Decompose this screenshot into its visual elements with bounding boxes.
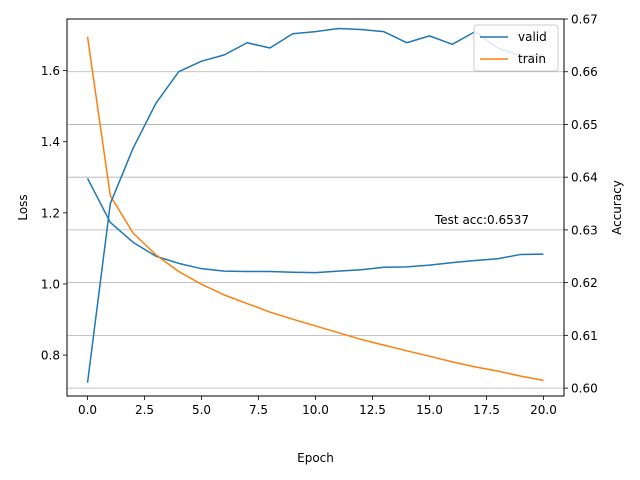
right-axis-title: Accuracy <box>610 180 624 235</box>
right-tick-label: 0.65 <box>571 118 598 132</box>
right-tick-label: 0.60 <box>571 382 598 396</box>
series-line-train <box>86 36 544 382</box>
right-tick-label: 0.66 <box>571 65 598 79</box>
left-axis: 0.8 1.0 1.2 1.4 1.6 <box>41 64 67 363</box>
left-tick-label: 1.2 <box>41 206 60 220</box>
x-tick-label: 20.0 <box>530 403 557 417</box>
right-tick-label: 0.63 <box>571 223 598 237</box>
x-tick-label: 5.0 <box>192 403 211 417</box>
left-axis-title: Loss <box>16 194 30 220</box>
left-tick-label: 1.0 <box>41 277 60 291</box>
legend-label-valid: valid <box>518 30 547 44</box>
x-tick-label: 2.5 <box>135 403 154 417</box>
test-accuracy-annotation: Test acc:0.6537 <box>434 213 529 227</box>
x-axis: 0.0 2.5 5.0 7.5 10.0 12.5 15.0 17.5 20.0 <box>78 396 557 417</box>
legend: valid train <box>473 24 559 72</box>
x-tick-label: 17.5 <box>473 403 500 417</box>
legend-label-train: train <box>518 52 546 66</box>
series-line-valid <box>86 177 544 274</box>
series-line-accuracy <box>86 27 544 383</box>
x-tick-label: 15.0 <box>416 403 443 417</box>
x-tick-label: 10.0 <box>302 403 329 417</box>
left-tick-label: 1.6 <box>41 64 60 78</box>
right-tick-label: 0.67 <box>571 13 598 27</box>
left-tick-label: 1.4 <box>41 135 60 149</box>
right-tick-label: 0.64 <box>571 171 598 185</box>
x-axis-title: Epoch <box>297 451 334 465</box>
x-tick-label: 12.5 <box>359 403 386 417</box>
x-tick-label: 0.0 <box>78 403 97 417</box>
right-tick-label: 0.62 <box>571 276 598 290</box>
plot-lines <box>86 27 544 383</box>
right-axis: 0.60 0.61 0.62 0.63 0.64 0.65 0.66 0.67 <box>564 13 598 396</box>
right-tick-label: 0.61 <box>571 329 598 343</box>
x-tick-label: 7.5 <box>249 403 268 417</box>
left-tick-label: 0.8 <box>41 349 60 363</box>
